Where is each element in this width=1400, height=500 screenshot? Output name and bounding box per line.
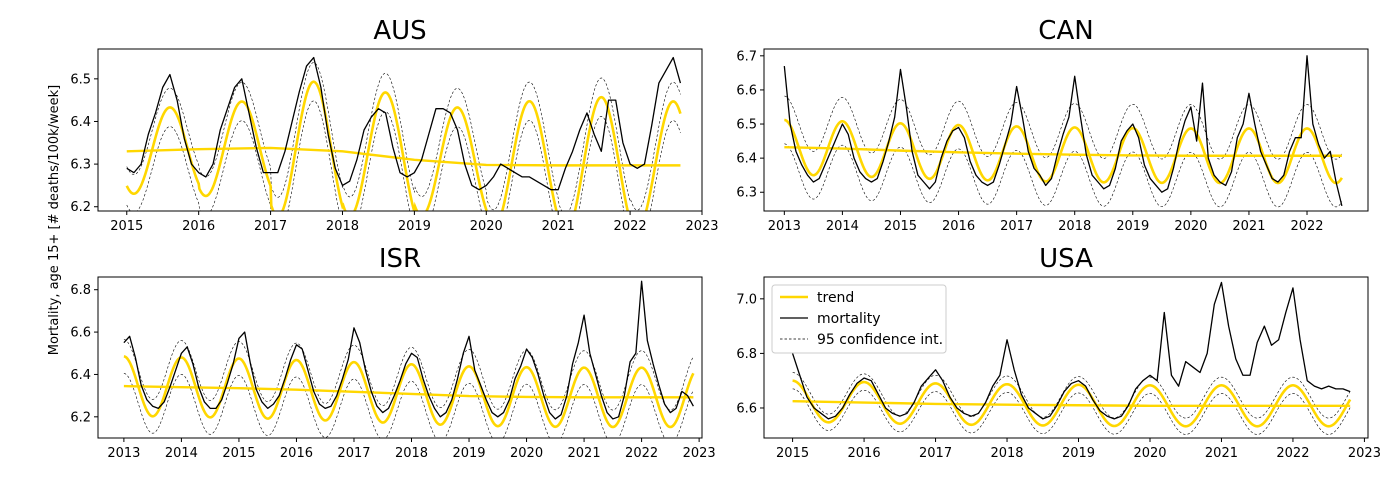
x-tick-label: 2017 [1000, 219, 1033, 234]
seasonal-fit-line-isr [123, 355, 695, 429]
panel-can: CAN 2013 2014 2015 2016 2017 2018 2019 2020 2021 2… [736, 16, 1369, 234]
y-tick-label: 6.8 [736, 347, 757, 362]
panels: AUS 2015 2016 2017 2018 2019 2020 2021 2022 2023 6… [70, 16, 1381, 461]
y-tick-label: 6.4 [70, 368, 91, 383]
x-tick-label: 2021 [568, 446, 601, 461]
seasonal-fit-line-can [784, 118, 1343, 185]
axes-frame-usa [763, 276, 1369, 439]
x-tick-label: 2023 [1348, 446, 1381, 461]
legend-label-trend: trend [817, 290, 854, 306]
ci-upper-line-isr [123, 339, 694, 411]
y-tick-label: 6.2 [70, 410, 91, 425]
panel-title-can: CAN [1038, 16, 1093, 46]
trend-line-usa [792, 399, 1351, 407]
x-tick-label: 2016 [942, 219, 975, 234]
x-tick-label: 2020 [510, 446, 543, 461]
y-tick-label: 6.6 [736, 401, 757, 416]
x-tick-label: 2019 [1116, 219, 1149, 234]
panel-isr: ISR 2013 2014 2015 2016 2017 2018 2019 2020 2021 2… [70, 244, 715, 461]
legend: trend mortality 95 confidence int. [771, 284, 947, 354]
x-tick-label: 2018 [990, 446, 1023, 461]
x-tick-label: 2019 [398, 219, 431, 234]
ci-lower-line-isr [123, 373, 694, 438]
ci-lower-line-can [784, 143, 1343, 208]
x-tick-label: 2014 [826, 219, 859, 234]
x-tick-label: 2016 [182, 219, 215, 234]
ci-upper-line-aus [126, 62, 681, 211]
x-tick-label: 2018 [395, 446, 428, 461]
x-tick-label: 2022 [1290, 219, 1323, 234]
x-tick-label: 2015 [110, 219, 143, 234]
x-tick-label: 2016 [848, 446, 881, 461]
trend-line-aus [126, 146, 681, 167]
mortality-line-usa [791, 281, 1351, 420]
ci-upper-line-usa [792, 372, 1351, 419]
x-tick-label: 2020 [1174, 219, 1207, 234]
x-tick-label: 2023 [683, 446, 716, 461]
panel-title-usa: USA [1039, 244, 1093, 274]
x-tick-label: 2015 [884, 219, 917, 234]
trend-line-isr [123, 384, 694, 399]
x-tick-label: 2013 [768, 219, 801, 234]
panel-aus: AUS 2015 2016 2017 2018 2019 2020 2021 2022 2023 6… [70, 16, 718, 234]
trend-line-can [784, 146, 1342, 157]
x-tick-label: 2021 [1232, 219, 1265, 234]
y-tick-label: 6.4 [736, 152, 757, 167]
mortality-line-aus [126, 56, 682, 191]
x-tick-label: 2015 [222, 446, 255, 461]
panel-title-isr: ISR [379, 244, 421, 274]
x-tick-label: 2020 [470, 219, 503, 234]
legend-label-mortality: mortality [817, 311, 881, 327]
x-tick-label: 2015 [776, 446, 809, 461]
y-tick-label: 6.6 [70, 326, 91, 341]
axes-frame-isr [97, 276, 703, 439]
x-tick-label: 2017 [337, 446, 370, 461]
y-tick-label: 6.2 [70, 200, 91, 215]
y-tick-label: 6.5 [70, 72, 91, 87]
x-tick-label: 2013 [107, 446, 140, 461]
x-tick-label: 2023 [685, 219, 718, 234]
mortality-line-can [783, 55, 1343, 207]
y-tick-label: 6.5 [736, 118, 757, 133]
x-tick-label: 2014 [165, 446, 198, 461]
legend-box [771, 284, 947, 354]
x-tick-label: 2020 [1133, 446, 1166, 461]
axes-frame-aus [97, 48, 703, 212]
ci-upper-line-can [784, 95, 1343, 160]
curves-can [783, 55, 1343, 208]
axes-frame-can [763, 48, 1369, 212]
mortality-line-isr [123, 280, 694, 420]
x-tick-label: 2018 [326, 219, 359, 234]
y-tick-label: 7.0 [736, 292, 757, 307]
ci-lower-line-usa [792, 388, 1351, 435]
y-tick-label: 6.6 [736, 83, 757, 98]
curves-aus [125, 56, 682, 211]
x-tick-label: 2019 [452, 446, 485, 461]
x-tick-label: 2016 [280, 446, 313, 461]
x-tick-label: 2017 [919, 446, 952, 461]
x-tick-label: 2017 [254, 219, 287, 234]
curves-isr [123, 280, 695, 438]
panel-usa: USA 2015 2016 2017 2018 2019 2020 2021 2022 2023 6… [736, 244, 1381, 461]
y-tick-label: 6.3 [70, 158, 91, 173]
x-tick-label: 2019 [1062, 446, 1095, 461]
panel-title-aus: AUS [373, 16, 426, 46]
curves-usa [791, 281, 1352, 435]
ci-lower-line-aus [126, 100, 681, 211]
legend-label-ci: 95 confidence int. [817, 332, 943, 348]
x-tick-label: 2021 [542, 219, 575, 234]
y-tick-label: 6.8 [70, 283, 91, 298]
seasonal-fit-line-usa [792, 379, 1352, 428]
y-tick-label: 6.3 [736, 186, 757, 201]
y-tick-label: 6.4 [70, 115, 91, 130]
y-tick-label: 6.7 [736, 49, 757, 64]
x-tick-label: 2022 [625, 446, 658, 461]
x-tick-label: 2021 [1205, 446, 1238, 461]
x-tick-label: 2022 [1276, 446, 1309, 461]
x-tick-label: 2018 [1058, 219, 1091, 234]
y-axis-label: Mortality, age 15+ [# deaths/100k/week] [47, 85, 62, 356]
x-tick-label: 2022 [614, 219, 647, 234]
